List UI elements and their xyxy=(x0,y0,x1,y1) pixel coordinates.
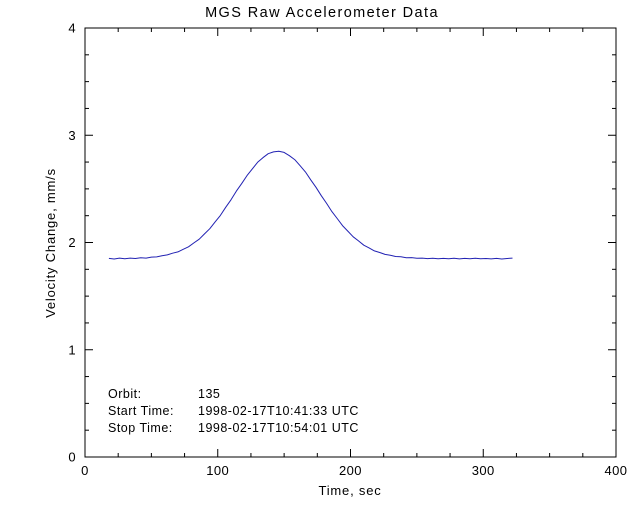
annotation-label: Orbit: xyxy=(108,387,142,401)
chart-title: MGS Raw Accelerometer Data xyxy=(205,5,439,21)
x-tick-label: 0 xyxy=(81,463,89,478)
y-tick-label: 1 xyxy=(68,342,76,357)
x-tick-label: 400 xyxy=(605,463,628,478)
y-tick-label: 0 xyxy=(68,450,76,465)
y-tick-label: 2 xyxy=(68,235,76,250)
annotation-label: Start Time: xyxy=(108,404,174,418)
x-tick-label: 300 xyxy=(472,463,495,478)
x-tick-label: 100 xyxy=(206,463,229,478)
y-axis-label: Velocity Change, mm/s xyxy=(43,168,58,318)
velocity-line xyxy=(108,150,513,260)
axes: 0 100 200 300 400 0 1 2 3 4 xyxy=(68,21,627,479)
annotation-label: Stop Time: xyxy=(108,421,173,435)
annotations: Orbit: 135 Start Time: 1998-02-17T10:41:33 … xyxy=(108,387,359,435)
plot-box xyxy=(84,27,617,458)
data-line xyxy=(108,150,513,260)
y-tick-label: 4 xyxy=(68,21,76,36)
y-tick-label: 3 xyxy=(68,128,76,143)
annotation-value: 1998-02-17T10:54:01 UTC xyxy=(198,421,359,435)
x-axis-label: Time, sec xyxy=(318,483,381,498)
annotation-value: 1998-02-17T10:41:33 UTC xyxy=(198,404,359,418)
annotation-value: 135 xyxy=(198,387,220,401)
x-tick-label: 200 xyxy=(339,463,362,478)
